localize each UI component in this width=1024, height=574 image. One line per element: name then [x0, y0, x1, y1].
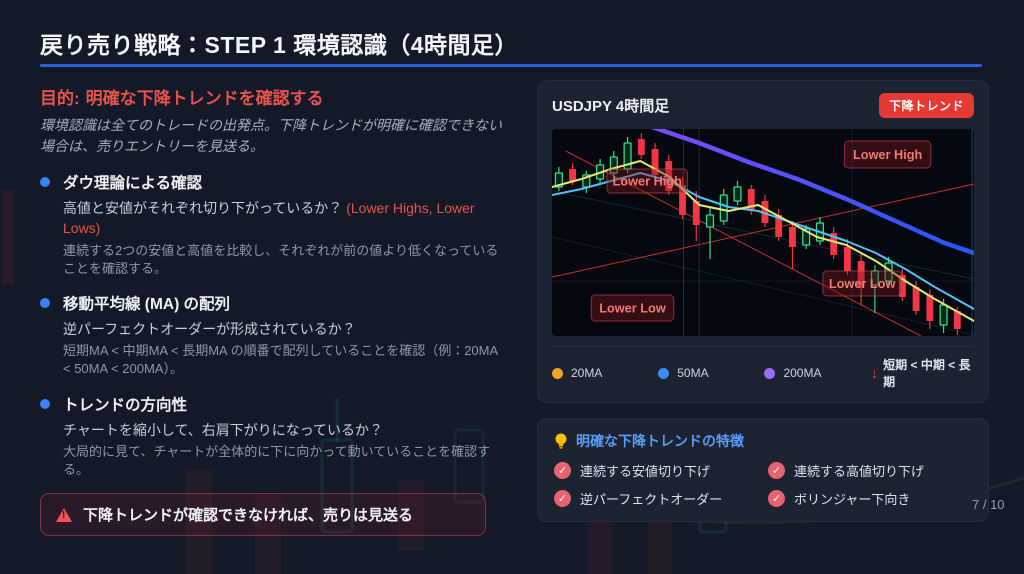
feature-text: ボリンジャー下向き [794, 492, 911, 507]
features-title: 明確な下降トレンドの特徴 [554, 431, 972, 451]
legend-item-20ma: 20MA [552, 366, 658, 380]
page-number: 7 / 10 [972, 497, 1005, 512]
feature-text: 連続する安値切り下げ [580, 464, 711, 479]
warning-banner: 下降トレンドが確認できなければ、売りは見送る [40, 493, 486, 537]
check-icon: ✓ [768, 490, 785, 507]
intro-paragraph: 環境認識は全てのトレードの出発点。下降トレンドが明確に確認できない場合は、売りエ… [40, 117, 502, 154]
chart-legend: 20MA 50MA 200MA ↓ 短期 < 中期 < 長期 [552, 346, 974, 390]
bullet-dot-icon [40, 398, 50, 409]
svg-text:Lower Low: Lower Low [599, 300, 667, 315]
features-grid: ✓ 連続する安値切り下げ ✓ 連続する高値切り下げ ✓ 逆パーフェクトオーダー … [554, 461, 972, 508]
usdjpy-chart-svg: Lower High Lower High Lower Low Lower Low [552, 129, 974, 336]
point-title: トレンドの方向性 [63, 396, 188, 414]
point-title: 移動平均線 (MA) の配列 [63, 295, 231, 313]
point-ma-order: 移動平均線 (MA) の配列 逆パーフェクトオーダーが形成されているか？ 短期M… [40, 292, 502, 379]
legend-item-50ma: 50MA [658, 366, 764, 380]
purpose-label: 目的: [40, 89, 80, 108]
lightbulb-icon [555, 433, 567, 449]
question-highlight: (Lower Highs, Lower Lows) [63, 200, 475, 237]
page-title: 戻り売り戦略：STEP 1 環境認識（4時間足） [40, 32, 519, 58]
feature-item: ✓ 連続する高値切り下げ [768, 461, 972, 480]
point-detail: 連続する2つの安値と高値を比較し、それぞれが前の値より低くなっていることを確認す… [63, 242, 499, 276]
downtrend-badge: 下降トレンド [878, 93, 974, 118]
feature-item: ✓ ボリンジャー下向き [768, 489, 972, 508]
legend-label: 200MA [783, 366, 822, 380]
chart-header: USDJPY 4時間足 下降トレンド [552, 93, 974, 118]
ma50-dot-icon [658, 367, 670, 379]
svg-text:Lower High: Lower High [853, 147, 922, 162]
purpose-text: 明確な下降トレンドを確認する [85, 89, 324, 108]
point-question: 高値と安値がそれぞれ切り下がっているか？ (Lower Highs, Lower… [63, 198, 502, 239]
legend-item-200ma: 200MA [764, 366, 870, 380]
feature-item: ✓ 連続する安値切り下げ [554, 461, 758, 480]
check-icon: ✓ [554, 462, 571, 479]
title-underline [40, 64, 982, 67]
arrow-down-icon: ↓ [870, 364, 879, 382]
ma-order-note: ↓ 短期 < 中期 < 長期 [871, 356, 974, 390]
bullet-dot-icon [40, 297, 50, 308]
question-text: チャートを縮小して、右肩下がりになっているか？ [63, 421, 384, 438]
purpose-heading: 目的: 明確な下降トレンドを確認する [40, 84, 502, 109]
ma20-dot-icon [552, 367, 563, 379]
point-detail: 大局的に見て、チャートが全体的に下に向かって動いていることを確認する。 [63, 443, 491, 478]
right-column: USDJPY 4時間足 下降トレンド Lower High Lower High L… [537, 80, 989, 522]
point-detail: 短期MA < 中期MA < 長期MA の順番で配列していることを確認（例：20M… [63, 343, 498, 377]
point-question: チャートを縮小して、右肩下がりになっているか？ [63, 420, 502, 440]
point-title: ダウ理論による確認 [63, 175, 203, 192]
svg-text:Lower High: Lower High [613, 173, 682, 188]
chart-title: USDJPY 4時間足 [552, 98, 670, 115]
bullet-dot-icon [40, 177, 50, 187]
candlestick-chart: Lower High Lower High Lower Low Lower Low [552, 129, 974, 336]
feature-item: ✓ 逆パーフェクトオーダー [554, 489, 758, 508]
check-icon: ✓ [554, 490, 571, 507]
chart-card: USDJPY 4時間足 下降トレンド Lower High Lower High L… [537, 80, 989, 403]
svg-text:Lower Low: Lower Low [829, 276, 897, 291]
legend-label: 20MA [571, 366, 603, 380]
feature-text: 連続する高値切り下げ [794, 464, 925, 479]
point-dow-theory: ダウ理論による確認 高値と安値がそれぞれ切り下がっているか？ (Lower Hi… [40, 171, 502, 278]
question-text: 逆パーフェクトオーダーが形成されているか？ [63, 320, 356, 337]
legend-label: 50MA [677, 366, 709, 380]
warning-icon [56, 507, 72, 522]
ma-order-text: 短期 < 中期 < 長期 [883, 358, 971, 389]
warning-text: 下降トレンドが確認できなければ、売りは見送る [83, 507, 414, 525]
point-question: 逆パーフェクトオーダーが形成されているか？ [63, 319, 502, 339]
features-card: 明確な下降トレンドの特徴 ✓ 連続する安値切り下げ ✓ 連続する高値切り下げ ✓… [537, 418, 989, 522]
ma200-dot-icon [764, 367, 776, 379]
question-text: 高値と安値がそれぞれ切り下がっているか？ [63, 200, 343, 216]
point-trend-direction: トレンドの方向性 チャートを縮小して、右肩下がりになっているか？ 大局的に見て、… [40, 393, 502, 480]
feature-text: 逆パーフェクトオーダー [580, 492, 723, 507]
features-title-text: 明確な下降トレンドの特徴 [576, 433, 744, 449]
check-icon: ✓ [768, 462, 785, 479]
left-column: 目的: 明確な下降トレンドを確認する 環境認識は全てのトレードの出発点。下降トレン… [40, 84, 502, 537]
